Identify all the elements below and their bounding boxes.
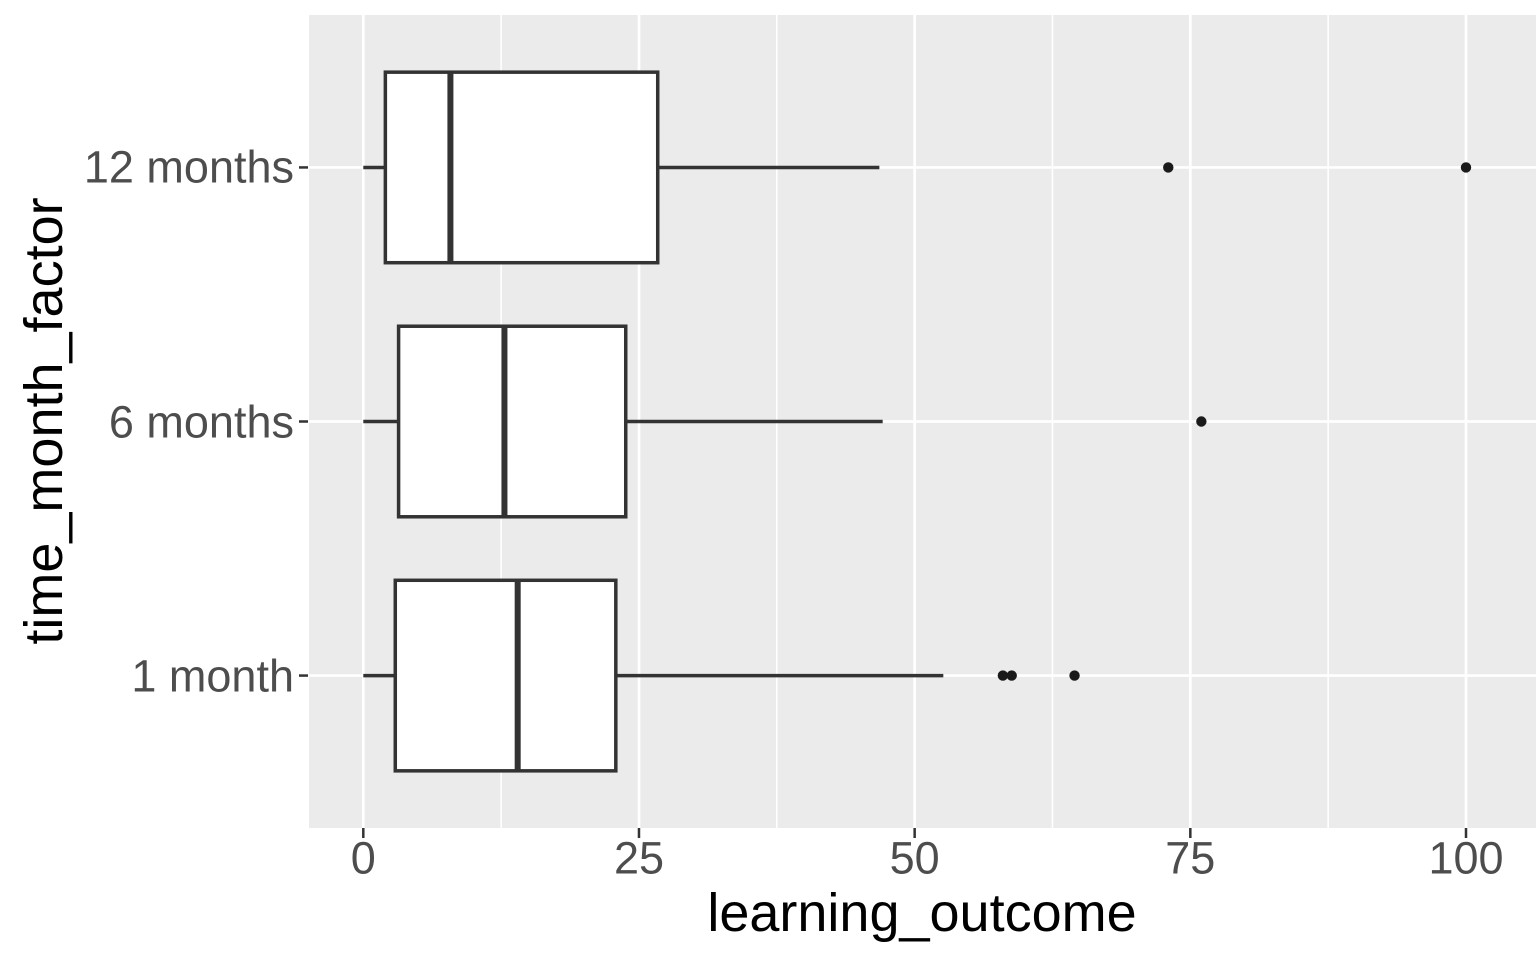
x-tick-label: 25 [613, 832, 664, 884]
outlier-point [1163, 162, 1174, 173]
y-tick-label: 6 months [108, 396, 294, 447]
outlier-point [1460, 162, 1472, 173]
outlier-point [1196, 416, 1207, 427]
boxplot-box [383, 70, 660, 265]
y-tick-label: 1 month [131, 650, 294, 702]
x-axis-title: learning_outcome [707, 883, 1137, 943]
x-tick-label: 0 [350, 832, 376, 884]
x-tick-label: 75 [1165, 832, 1216, 884]
outlier-point [1069, 670, 1080, 681]
outlier-point [997, 670, 1009, 681]
x-tick-label: 100 [1428, 832, 1504, 884]
boxplot-box [396, 324, 628, 519]
y-axis-title: time_month_factor [14, 197, 74, 645]
x-tick-label: 50 [889, 832, 940, 884]
y-tick-label: 12 months [83, 141, 294, 193]
outlier-point [1006, 670, 1017, 681]
boxplot-box [393, 578, 618, 773]
